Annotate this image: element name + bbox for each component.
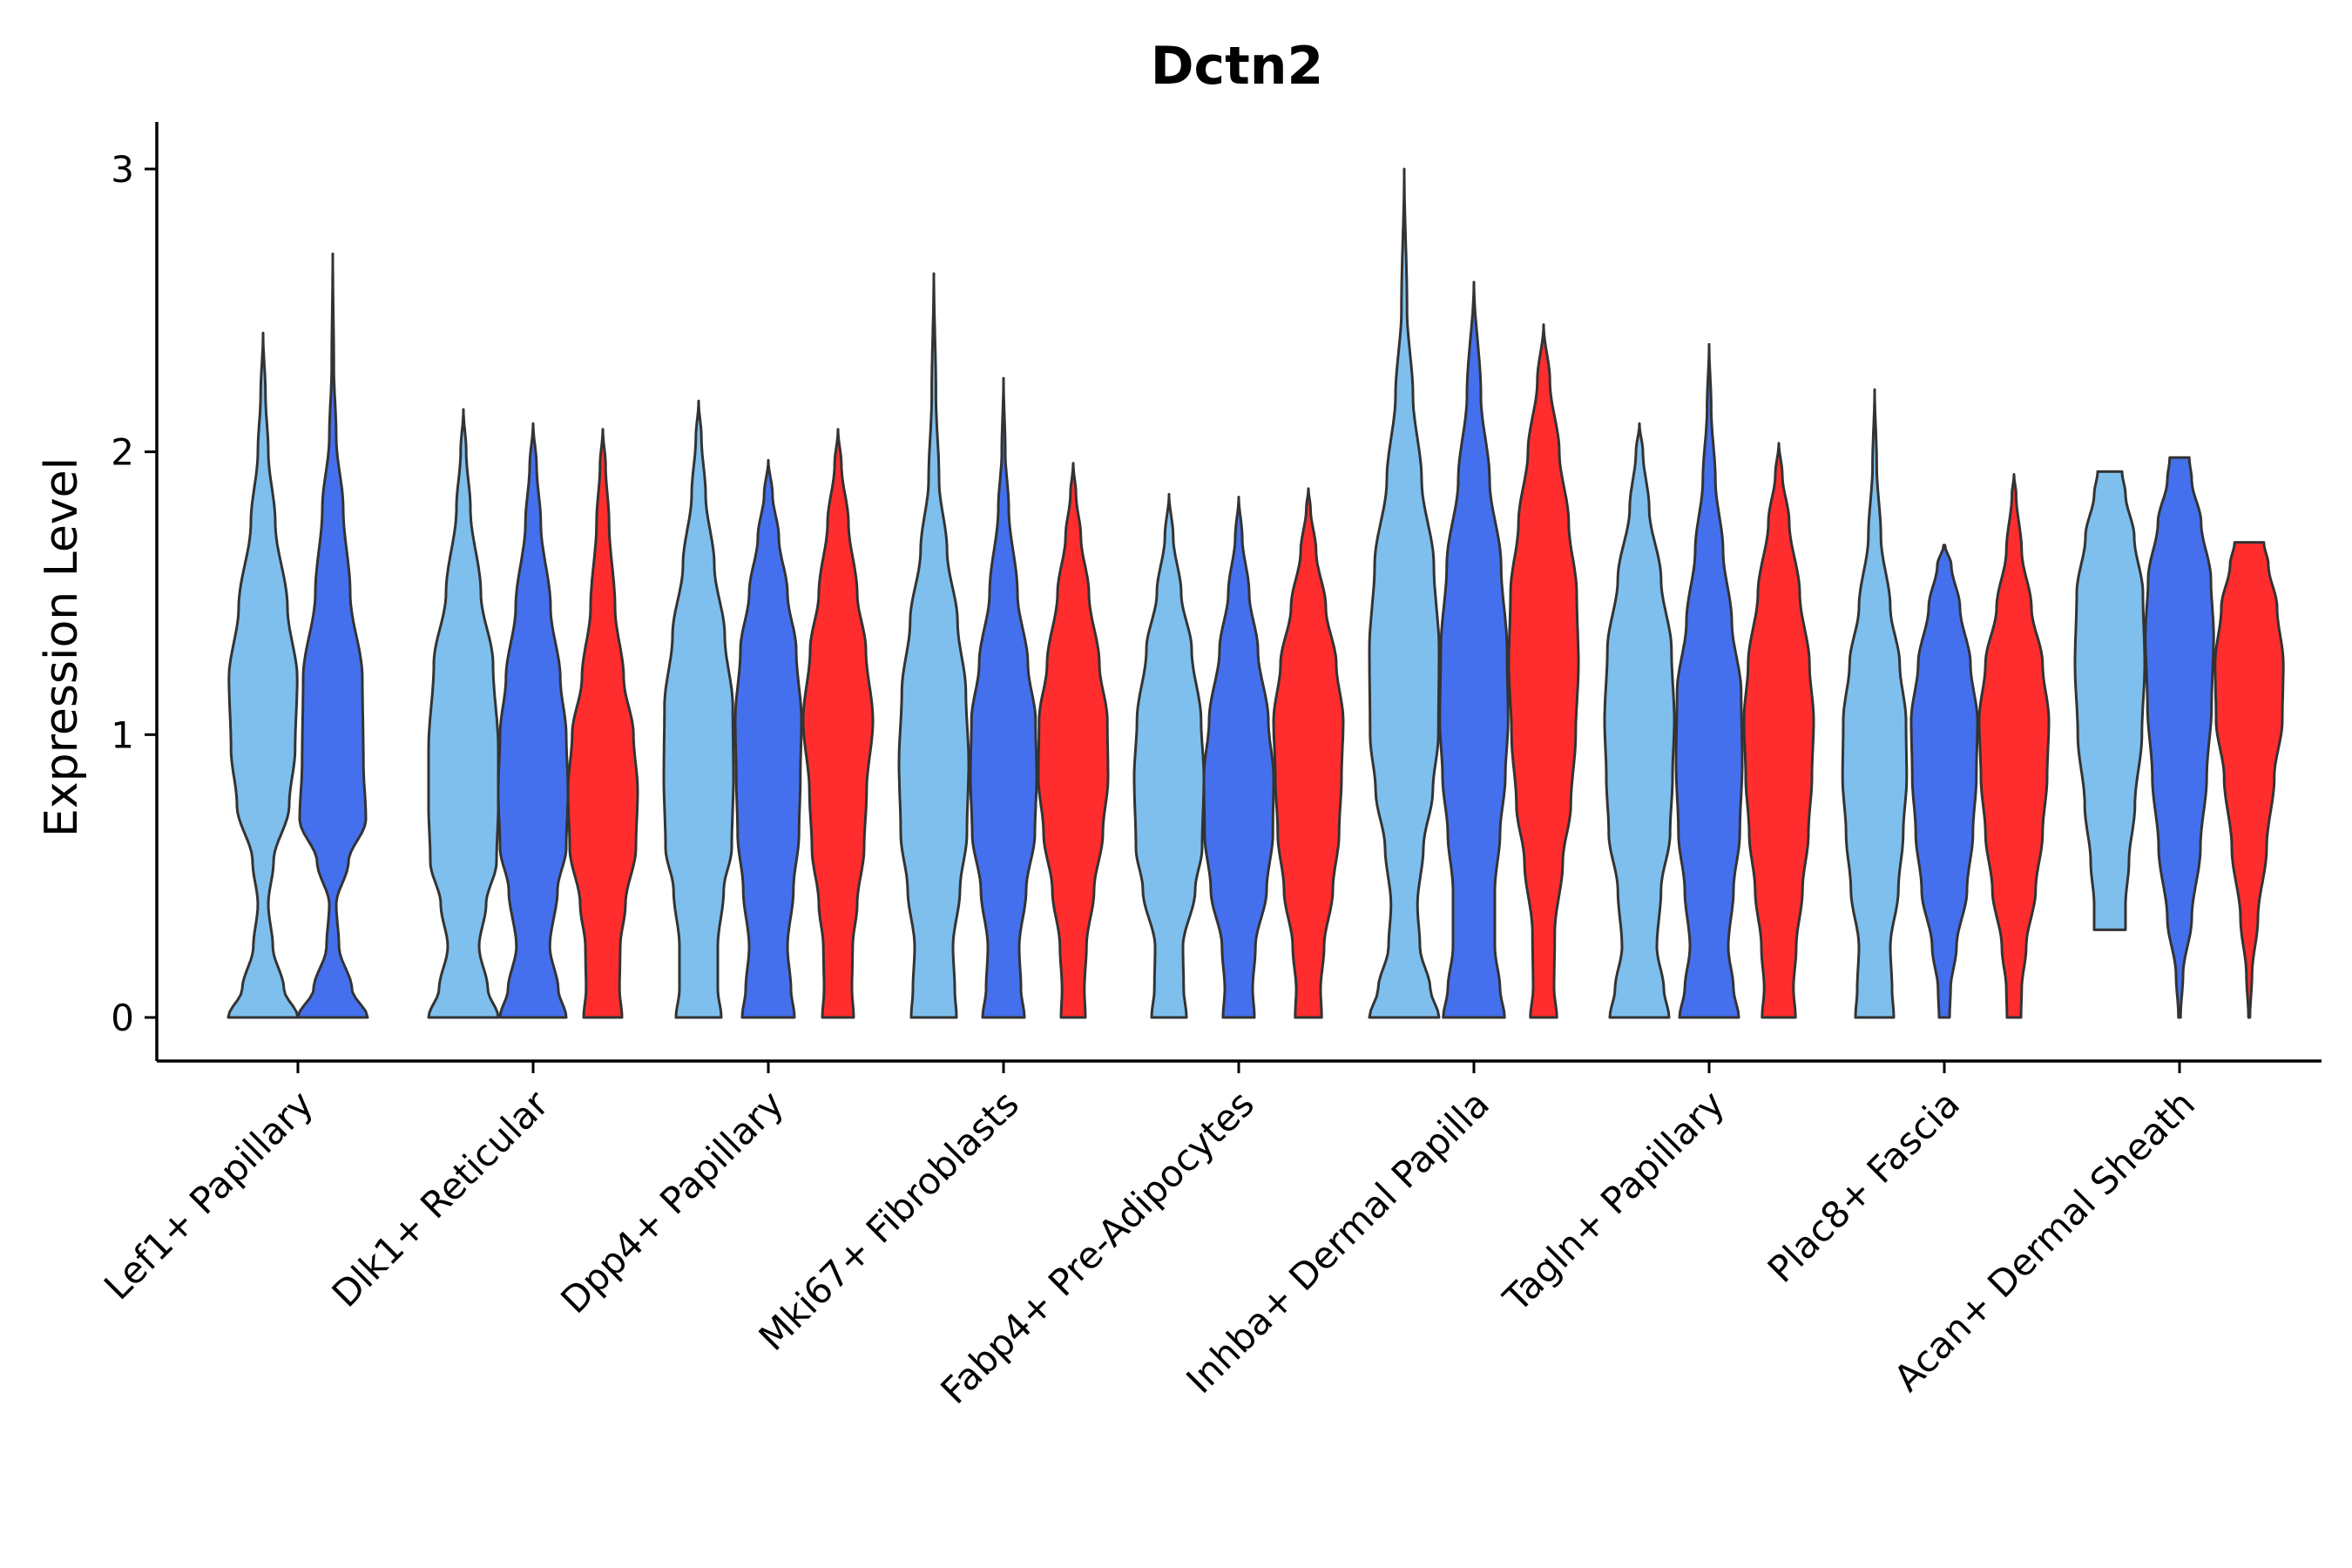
x-tick-label: Dlk1+ Reticular (324, 1082, 558, 1315)
y-tick-label: 3 (111, 148, 134, 191)
chart-title: Dctn2 (1151, 36, 1324, 97)
violin-royal-blue (1202, 496, 1275, 1019)
x-tick-label: Plac8+ Fascia (1760, 1082, 1968, 1290)
violin-royal-blue (1674, 342, 1744, 1019)
violin-royal-blue (1909, 544, 1979, 1019)
violin-light-blue (1841, 388, 1909, 1019)
violin-red (1742, 442, 1815, 1019)
violin-royal-blue (296, 252, 369, 1019)
violin-red (1977, 473, 2051, 1019)
violin-red (2213, 541, 2285, 1019)
violin-royal-blue (2144, 456, 2215, 1019)
y-axis: 0 1 2 3 (111, 122, 159, 1061)
violin-royal-blue (497, 422, 570, 1019)
violin-red (1037, 462, 1110, 1019)
violin-light-blue (226, 331, 300, 1019)
x-tick-label: Tagln+ Papillary (1495, 1082, 1733, 1320)
x-tick-label: Mki67+ Fibroblasts (751, 1082, 1027, 1358)
y-tick-label: 1 (111, 713, 134, 756)
violin-light-blue (1368, 167, 1441, 1019)
violin-royal-blue (969, 376, 1038, 1019)
violin-red (566, 428, 639, 1019)
x-tick-label: Dpp4+ Papillary (552, 1082, 792, 1321)
violin-light-blue (1132, 492, 1206, 1019)
violin-light-blue (897, 272, 970, 1019)
violin-light-blue (2073, 470, 2146, 931)
violin-red (1272, 487, 1345, 1019)
y-axis-label: Expression Level (36, 457, 88, 837)
violin-royal-blue (733, 458, 803, 1019)
violin-light-blue (662, 399, 735, 1019)
violin-royal-blue (1438, 280, 1510, 1019)
violin-red (801, 428, 875, 1019)
violin-red (1507, 323, 1580, 1019)
violin-light-blue (1603, 422, 1676, 1019)
violin-light-blue (427, 408, 500, 1019)
y-tick-label: 0 (111, 997, 134, 1039)
y-tick-label: 2 (111, 431, 134, 474)
x-tick-label: Lef1+ Papillary (96, 1082, 321, 1308)
violin-layer (226, 167, 2285, 1019)
